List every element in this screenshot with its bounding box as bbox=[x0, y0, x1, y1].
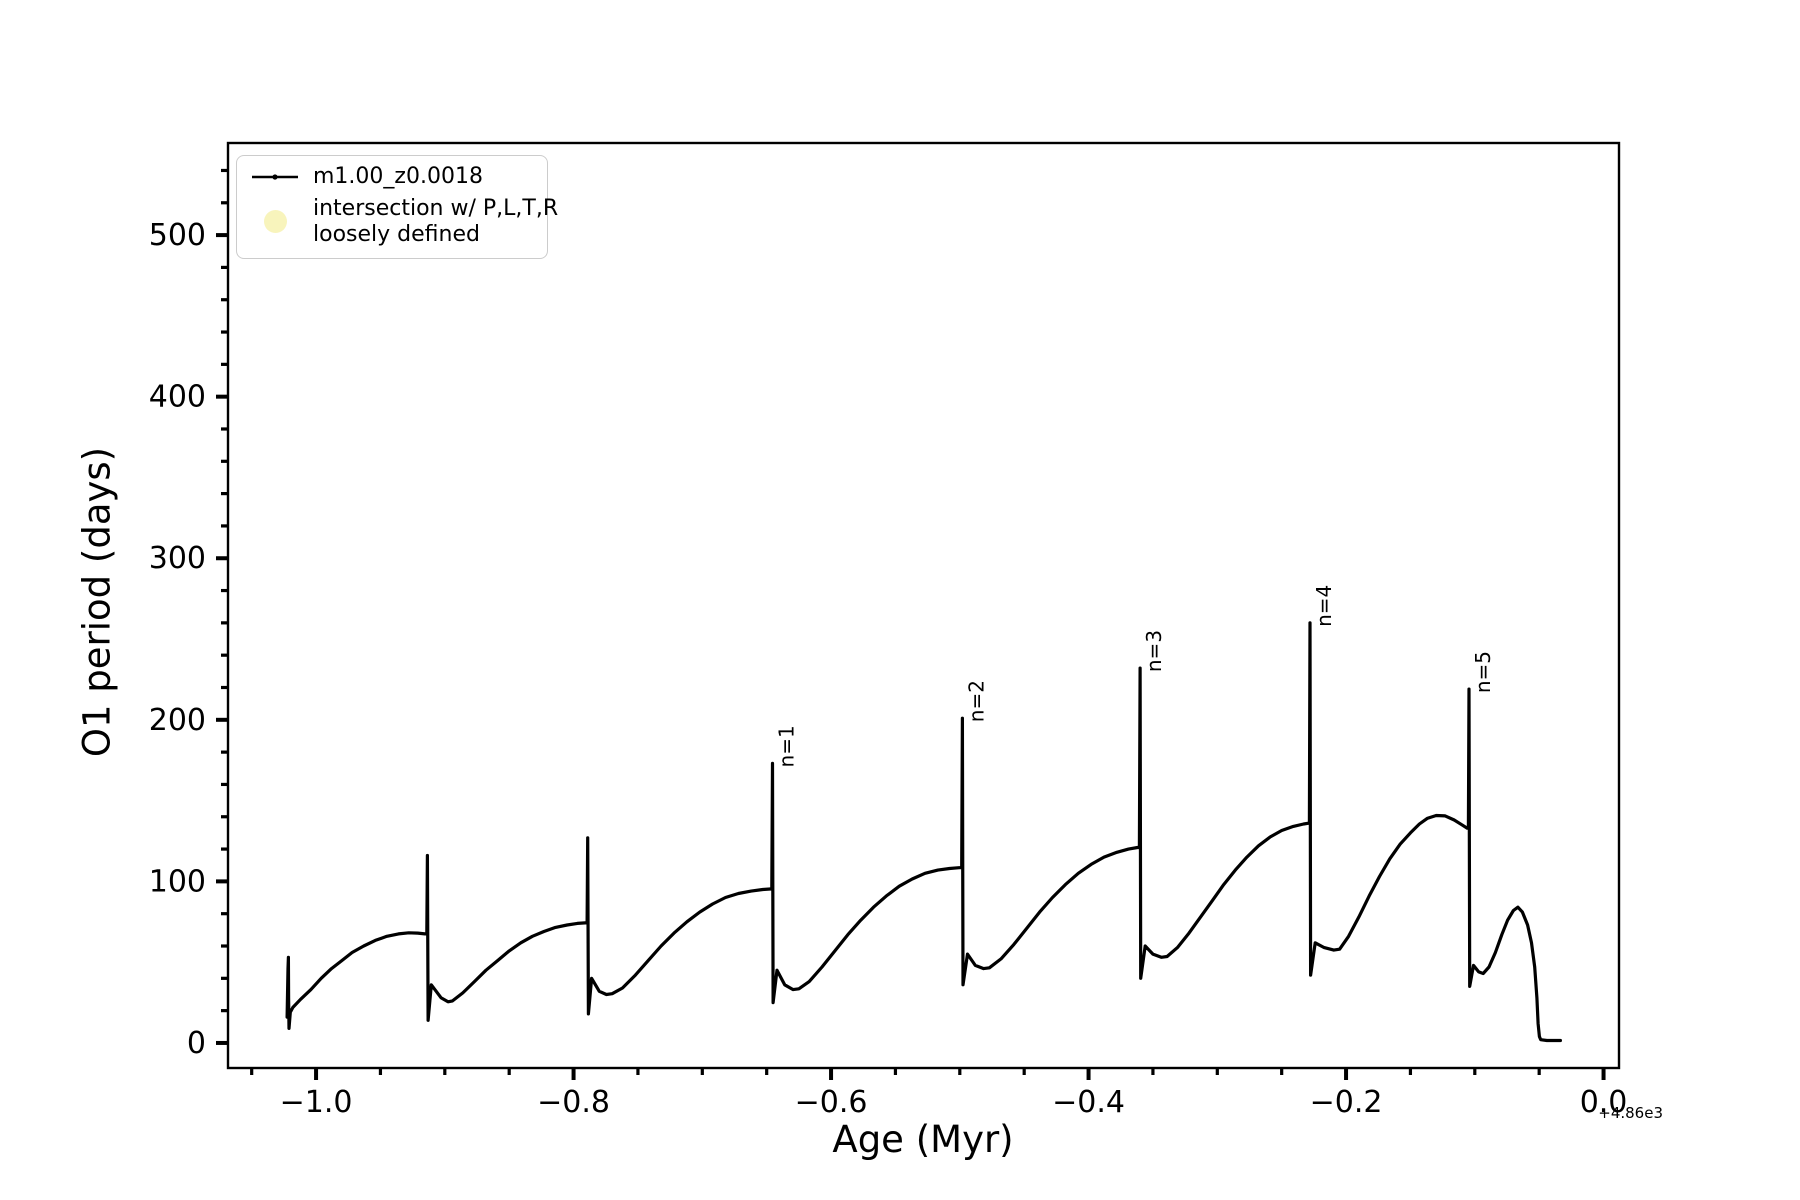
y-tick-label: 200 bbox=[149, 703, 206, 738]
x-tick-label: −0.8 bbox=[537, 1085, 610, 1120]
legend-series-label: m1.00_z0.0018 bbox=[313, 164, 483, 189]
legend: m1.00_z0.0018 intersection w/ P,L,T,R lo… bbox=[236, 155, 558, 259]
y-axis-label: O1 period (days) bbox=[75, 446, 119, 758]
x-tick-label: −0.4 bbox=[1052, 1085, 1125, 1120]
y-axis-ticks: 0 100 200 300 400 500 bbox=[149, 168, 228, 1061]
x-tick-label: −0.2 bbox=[1310, 1085, 1383, 1120]
legend-intersection-label: intersection w/ P,L,T,R loosely defined bbox=[313, 196, 558, 248]
annotation-label: n=1 bbox=[774, 725, 798, 767]
annotation-label: n=5 bbox=[1471, 651, 1495, 693]
line-dot-marker-icon bbox=[249, 170, 301, 184]
legend-intersection-line2: loosely defined bbox=[313, 221, 480, 247]
y-tick-label: 0 bbox=[187, 1026, 206, 1061]
x-axis-label: Age (Myr) bbox=[832, 1118, 1014, 1161]
x-axis-ticks: −1.0 −0.8 −0.6 −0.4 −0.2 0.0 bbox=[250, 1068, 1628, 1120]
circle-marker-icon bbox=[249, 210, 301, 234]
y-tick-label: 400 bbox=[149, 380, 206, 415]
legend-entry-intersection: intersection w/ P,L,T,R loosely defined bbox=[249, 196, 558, 248]
annotation-label: n=4 bbox=[1312, 585, 1336, 627]
annotation-label: n=3 bbox=[1142, 630, 1166, 672]
annotation-label: n=2 bbox=[964, 680, 988, 722]
legend-entry-series: m1.00_z0.0018 bbox=[249, 164, 533, 190]
x-tick-label: −0.6 bbox=[795, 1085, 868, 1120]
pulse-annotations: n=1 n=2 n=3 n=4 n=5 bbox=[774, 585, 1495, 768]
y-tick-label: 100 bbox=[149, 864, 206, 899]
x-tick-label: −1.0 bbox=[280, 1085, 353, 1120]
x-tick-label: 0.0 bbox=[1580, 1085, 1628, 1120]
legend-intersection-line1: intersection w/ P,L,T,R bbox=[313, 195, 559, 221]
axes-spines bbox=[226, 141, 1621, 1070]
x-axis-offset-text: +4.86e3 bbox=[1598, 1104, 1663, 1122]
series-line bbox=[285, 621, 1562, 1043]
y-tick-label: 500 bbox=[149, 218, 206, 253]
y-tick-label: 300 bbox=[149, 541, 206, 576]
